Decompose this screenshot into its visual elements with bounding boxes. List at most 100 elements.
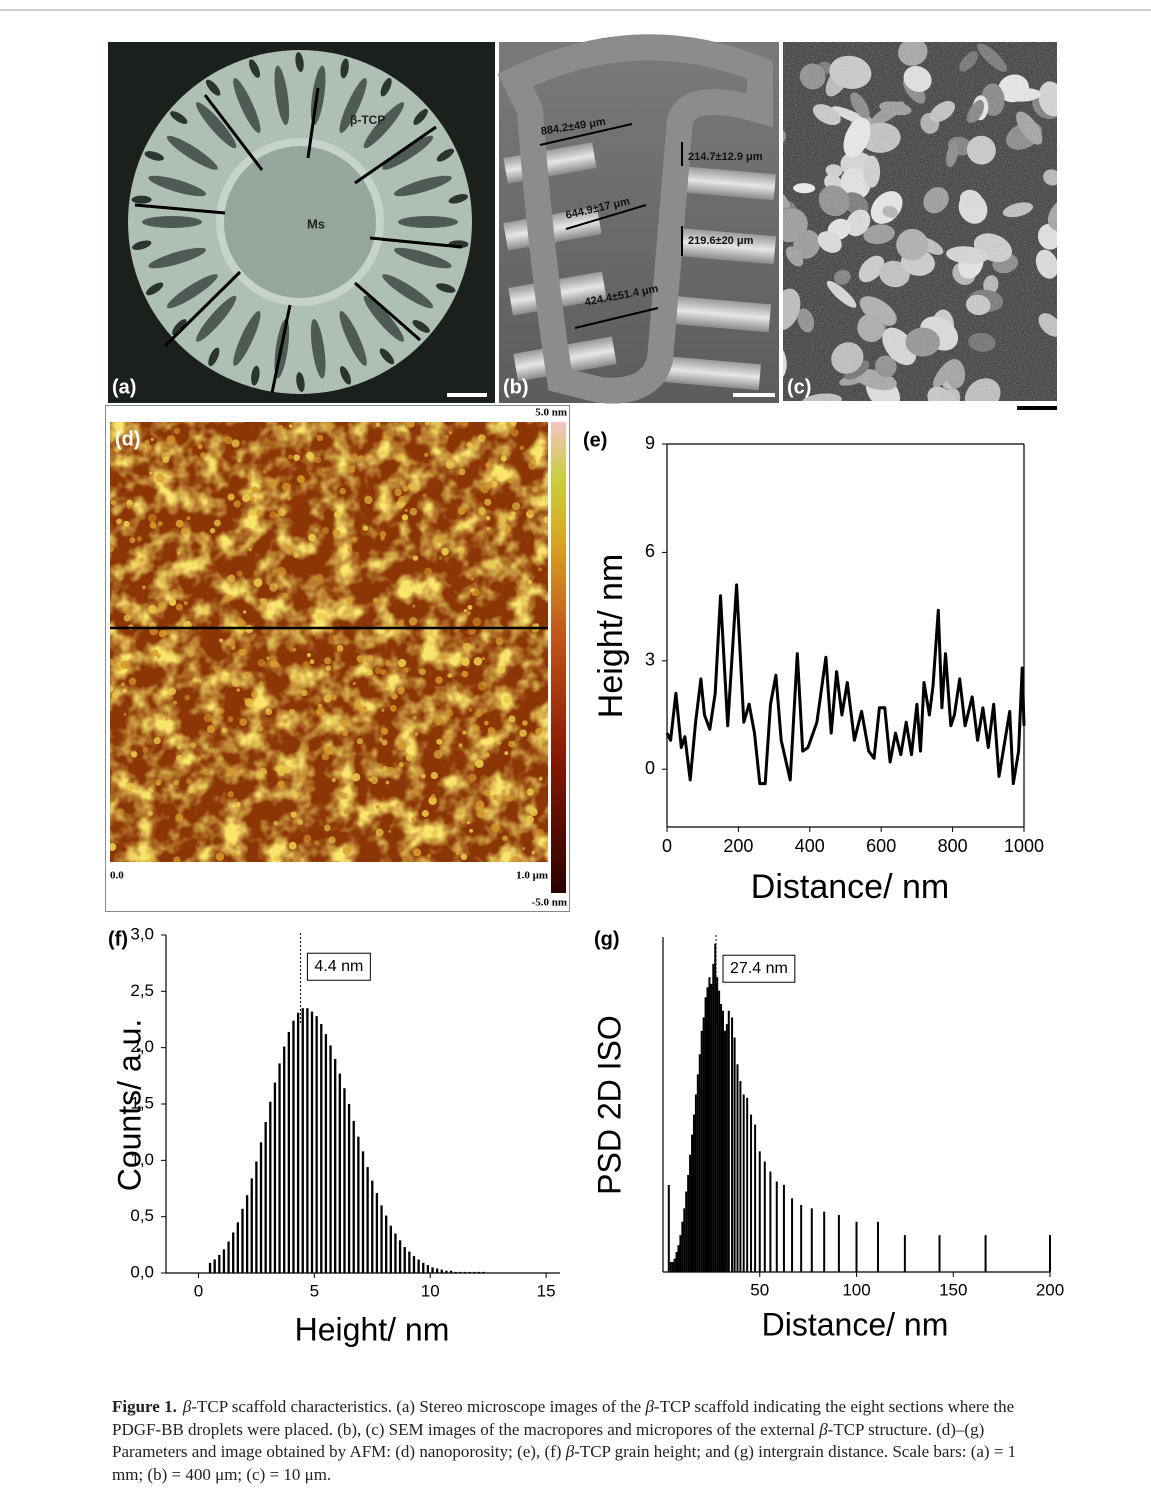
bar bbox=[733, 1037, 736, 1272]
grain bbox=[177, 551, 181, 555]
bar bbox=[673, 1258, 676, 1272]
grain bbox=[314, 456, 322, 464]
grain bbox=[358, 455, 363, 460]
grain bbox=[242, 493, 251, 502]
bar bbox=[264, 1122, 267, 1273]
grain bbox=[237, 458, 241, 463]
center-label: Ms bbox=[307, 216, 325, 231]
bar bbox=[315, 1016, 318, 1273]
pore bbox=[363, 295, 404, 342]
measure-line bbox=[565, 204, 647, 230]
bar bbox=[361, 1151, 365, 1273]
grain bbox=[128, 677, 137, 686]
grain bbox=[275, 513, 280, 518]
strut bbox=[674, 165, 776, 201]
grain bbox=[405, 754, 413, 762]
grain bbox=[510, 428, 519, 437]
grain bbox=[462, 642, 472, 652]
y-axis-label: Height/ nm bbox=[592, 554, 630, 718]
grain bbox=[150, 437, 154, 442]
grain bbox=[231, 679, 240, 688]
bar bbox=[357, 1136, 360, 1273]
grain bbox=[303, 834, 312, 843]
grain bbox=[239, 628, 245, 633]
grain bbox=[1093, 138, 1116, 172]
grain bbox=[203, 713, 213, 723]
pore bbox=[208, 347, 220, 367]
grain bbox=[278, 508, 287, 517]
bar bbox=[208, 1262, 212, 1273]
grain bbox=[370, 776, 379, 784]
grain bbox=[356, 655, 364, 663]
grain bbox=[356, 738, 364, 745]
grain bbox=[391, 692, 398, 700]
bar bbox=[371, 1180, 374, 1273]
grain bbox=[447, 673, 452, 678]
grain bbox=[232, 852, 237, 857]
grain bbox=[522, 720, 528, 726]
grain bbox=[154, 778, 162, 786]
bar bbox=[213, 1259, 216, 1273]
y-tick-label: 2,5 bbox=[130, 981, 154, 1000]
grain bbox=[148, 811, 153, 816]
grain bbox=[298, 772, 307, 781]
grain bbox=[424, 422, 430, 426]
y-tick-label: 2,0 bbox=[130, 1037, 154, 1056]
grain bbox=[466, 821, 470, 825]
bar bbox=[436, 1268, 439, 1273]
bar bbox=[671, 1261, 674, 1272]
grain bbox=[433, 443, 438, 447]
bar bbox=[938, 1235, 941, 1272]
grain bbox=[397, 742, 406, 751]
grain bbox=[147, 513, 157, 523]
grain bbox=[413, 848, 422, 857]
bar bbox=[758, 1151, 761, 1272]
grain bbox=[527, 579, 533, 585]
bar bbox=[669, 1261, 672, 1272]
grain bbox=[147, 854, 156, 862]
x-tick-label: 0 bbox=[662, 836, 672, 856]
grain bbox=[258, 773, 264, 779]
pore bbox=[339, 311, 367, 366]
bar bbox=[718, 990, 721, 1272]
grain bbox=[235, 801, 241, 808]
color-min: -5.0 nm bbox=[532, 897, 567, 909]
grain bbox=[269, 583, 278, 592]
figure: β-TCP Ms (a) 884.2±49 μm 214.7±12.9 μm bbox=[0, 9, 1151, 1347]
grain bbox=[491, 823, 500, 833]
bar bbox=[903, 1235, 906, 1272]
grain bbox=[491, 481, 498, 488]
grain bbox=[342, 846, 352, 855]
section-line bbox=[203, 94, 264, 171]
bar bbox=[375, 1193, 379, 1273]
caption-label: Figure 1. bbox=[112, 1397, 177, 1416]
grain bbox=[227, 791, 234, 798]
bar bbox=[278, 1063, 281, 1273]
grain bbox=[200, 451, 207, 458]
grain bbox=[424, 567, 433, 576]
grain bbox=[197, 757, 202, 762]
x-tick-label: 100 bbox=[842, 1280, 870, 1299]
pore bbox=[233, 78, 261, 133]
bar bbox=[398, 1240, 402, 1273]
grain bbox=[346, 760, 351, 765]
grain bbox=[289, 708, 296, 715]
bar bbox=[241, 1208, 244, 1273]
grain bbox=[176, 754, 183, 762]
grain bbox=[486, 526, 491, 531]
grain bbox=[470, 577, 475, 581]
grain bbox=[120, 636, 127, 643]
bar bbox=[677, 1245, 680, 1272]
grain bbox=[526, 788, 534, 796]
grain bbox=[321, 753, 330, 761]
section-line bbox=[354, 281, 421, 342]
y-axis-label: Counts/ a.u. bbox=[111, 1019, 147, 1192]
x-tick-label: 10 bbox=[421, 1281, 440, 1300]
grain bbox=[123, 608, 131, 615]
grain bbox=[297, 819, 304, 825]
bar bbox=[700, 1030, 703, 1272]
x-tick-label: 5 bbox=[310, 1281, 319, 1300]
grain bbox=[466, 611, 471, 616]
grain bbox=[156, 653, 162, 659]
bar bbox=[698, 1054, 701, 1272]
